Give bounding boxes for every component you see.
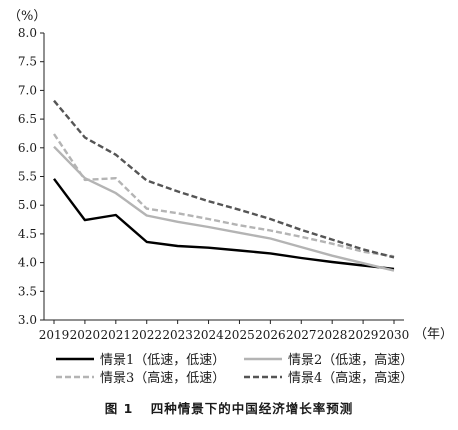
y-tick-label: 5.0 [18, 198, 37, 212]
x-tick-label: 2030 [379, 328, 410, 342]
legend-label-4: 情景4（高速，高速） [288, 370, 413, 386]
y-tick-label: 6.5 [18, 112, 37, 126]
x-tick-label: 2028 [317, 328, 348, 342]
x-tick-label: 2029 [348, 328, 379, 342]
x-tick-label: 2026 [255, 328, 286, 342]
x-tick-label: 2020 [70, 328, 101, 342]
y-tick-label: 6.0 [18, 141, 37, 155]
legend: 情景1（低速，低速） 情景2（低速，高速） 情景3（高速，低速） 情景4（高速，高速） [56, 352, 413, 386]
y-tick-label: 5.5 [18, 170, 37, 184]
x-tick-label: 2024 [193, 328, 224, 342]
figure-title: 四种情景下的中国经济增长率预测 [150, 401, 354, 416]
x-tick-label: 2022 [131, 328, 162, 342]
y-tick-label: 4.5 [18, 227, 37, 241]
legend-label-1: 情景1（低速，低速） [100, 353, 225, 368]
y-tick-label: 3.5 [18, 284, 37, 298]
x-unit-label: （年） [414, 327, 453, 342]
y-tick-label: 8.0 [18, 26, 37, 40]
x-tick-label: 2025 [224, 328, 255, 342]
y-tick-label: 4.0 [18, 256, 37, 270]
y-tick-label: 3.0 [18, 313, 37, 327]
series-lines [53, 99, 395, 272]
series-line-4 [53, 99, 395, 259]
legend-label-3: 情景3（高速，低速） [100, 370, 225, 386]
x-tick-label: 2027 [286, 328, 317, 342]
x-tick-label: 2019 [39, 328, 70, 342]
x-tick-label: 2021 [101, 328, 132, 342]
x-tick-label: 2023 [162, 328, 193, 342]
series-line-1 [53, 178, 395, 271]
y-unit-label: （%） [8, 9, 46, 24]
series-line-3 [53, 133, 395, 258]
figure-number: 图 1 [104, 401, 134, 416]
y-tick-label: 7.0 [18, 83, 37, 97]
legend-label-2: 情景2（低速，高速） [288, 352, 413, 368]
y-tick-label: 7.5 [18, 55, 37, 69]
series-line-2 [53, 145, 395, 272]
figure-caption: 图 1 四种情景下的中国经济增长率预测 [0, 398, 458, 417]
